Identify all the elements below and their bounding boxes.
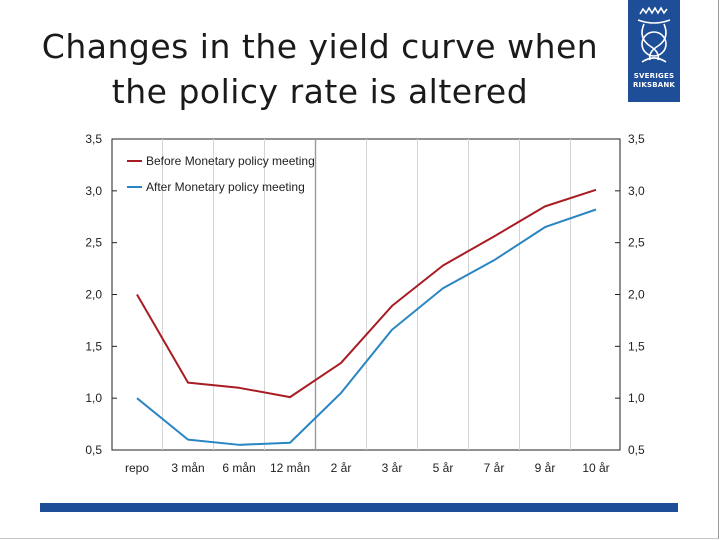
slide-title: Changes in the yield curve when the poli… bbox=[41, 27, 599, 111]
bottom-accent-bar bbox=[40, 503, 678, 512]
y-tick-label-right: 1,5 bbox=[628, 339, 645, 353]
y-tick-label-right: 0,5 bbox=[628, 443, 645, 457]
logo-text: SVERIGES RIKSBANK bbox=[629, 72, 679, 90]
x-tick-label: 3 mån bbox=[171, 461, 204, 475]
x-tick-label: 10 år bbox=[582, 461, 609, 475]
y-tick-label-left: 1,0 bbox=[85, 391, 102, 405]
y-tick-label-left: 0,5 bbox=[85, 443, 102, 457]
riksbank-logo-icon bbox=[628, 0, 680, 102]
y-tick-label-right: 1,0 bbox=[628, 391, 645, 405]
legend-label: After Monetary policy meeting bbox=[146, 180, 305, 194]
y-tick-label-right: 2,5 bbox=[628, 236, 645, 250]
legend-label: Before Monetary policy meeting bbox=[146, 154, 315, 168]
series-line-before bbox=[136, 188, 597, 399]
y-tick-label-left: 2,5 bbox=[85, 236, 102, 250]
logo-text-line1: SVERIGES bbox=[633, 72, 675, 80]
x-tick-label: 3 år bbox=[382, 461, 403, 475]
x-tick-label: 6 mån bbox=[222, 461, 255, 475]
x-tick-label: 5 år bbox=[433, 461, 454, 475]
y-tick-label-left: 1,5 bbox=[85, 339, 102, 353]
y-tick-label-left: 3,0 bbox=[85, 184, 102, 198]
y-tick-label-left: 3,5 bbox=[85, 132, 102, 146]
x-tick-label: 2 år bbox=[331, 461, 352, 475]
series-line-after bbox=[136, 208, 597, 446]
x-tick-label: 12 mån bbox=[270, 461, 310, 475]
y-tick-label-left: 2,0 bbox=[85, 288, 102, 302]
x-tick-label: 9 år bbox=[535, 461, 556, 475]
y-tick-label-right: 2,0 bbox=[628, 288, 645, 302]
logo-text-line2: RIKSBANK bbox=[632, 81, 676, 89]
x-tick-label: repo bbox=[125, 461, 149, 475]
y-tick-label-right: 3,5 bbox=[628, 132, 645, 146]
x-tick-label: 7 år bbox=[484, 461, 505, 475]
y-tick-label-right: 3,0 bbox=[628, 184, 645, 198]
